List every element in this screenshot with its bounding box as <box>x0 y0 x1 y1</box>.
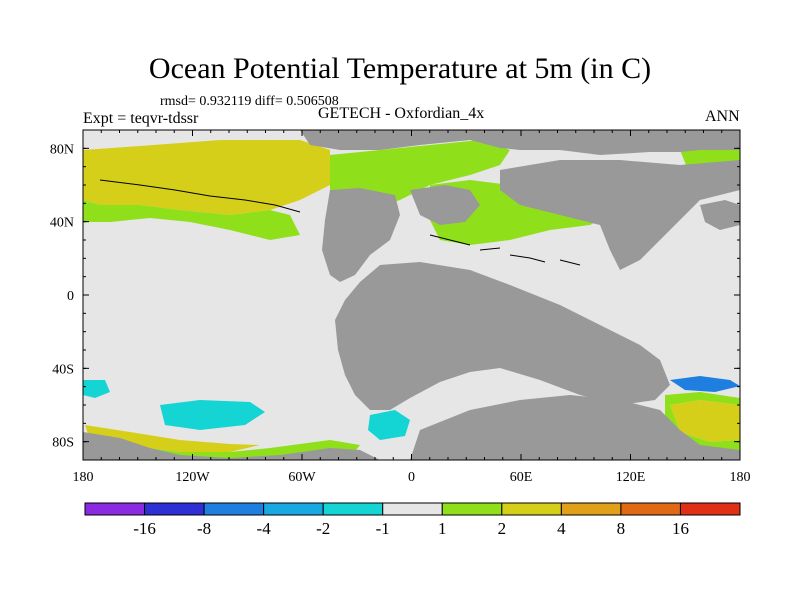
colorbar-label: -8 <box>197 519 211 538</box>
colorbar-swatch <box>84 502 146 516</box>
anomaly-patch-southeast-yellow <box>670 400 740 442</box>
anomaly-patch-north-pacific-green <box>83 200 300 240</box>
land-gondwana <box>335 262 670 410</box>
lat-tick-label: 40N <box>50 216 74 231</box>
land-southwest-antarctica <box>83 432 380 460</box>
lon-tick-label: 120E <box>616 470 646 485</box>
colorbar-label: 4 <box>557 519 566 538</box>
colorbar-swatch <box>322 502 384 516</box>
anomaly-patch-south-cyan <box>368 410 410 440</box>
anomaly-patch-north-pacific-yellow <box>83 140 330 215</box>
colorbar-label: 16 <box>672 519 689 538</box>
colorbar-swatch <box>560 502 622 516</box>
land-europe <box>410 185 480 225</box>
land-north-arctic <box>300 130 740 155</box>
colorbar-label: 1 <box>438 519 447 538</box>
colorbar-label: -16 <box>133 519 156 538</box>
colorbar-label: 2 <box>498 519 507 538</box>
latitude-axis: 80N 40N 0 40S 80S <box>50 129 740 461</box>
land-north-america <box>322 188 400 282</box>
land-east-island <box>700 200 740 230</box>
lon-tick-label: 0 <box>408 470 415 485</box>
season-label: ANN <box>705 108 740 125</box>
anomaly-patch-southwest-cyan <box>83 380 110 398</box>
colorbar-swatch <box>441 502 503 516</box>
anomaly-patch-south-pacific-cyan <box>160 400 265 430</box>
lon-tick-label: 60W <box>288 470 316 485</box>
coastline-tethys-islands <box>429 234 581 266</box>
colorbar-swatch <box>144 502 205 516</box>
colorbar-label: -2 <box>316 519 330 538</box>
colorbar-swatch <box>382 502 443 516</box>
stats-text: rmsd= 0.932119 diff= 0.506508 <box>160 94 339 109</box>
lat-tick-label: 0 <box>67 289 74 304</box>
lat-tick-label: 40S <box>52 362 74 377</box>
map-area <box>83 130 740 460</box>
lat-tick-label: 80N <box>50 142 74 157</box>
anomaly-patch-north-atlantic-green <box>330 140 510 255</box>
colorbar-label: 8 <box>617 519 626 538</box>
colorbar-label: -1 <box>376 519 390 538</box>
colorbar-label: -4 <box>257 519 272 538</box>
coastline-north-pacific <box>99 179 301 213</box>
colorbar-swatch <box>501 502 562 516</box>
anomaly-patch-southeast-blue <box>670 376 740 392</box>
lon-tick-label: 120W <box>175 470 210 485</box>
longitude-axis: 180 120W 60W 0 60E 120E 180 <box>73 130 751 485</box>
land-antarctica <box>410 395 740 460</box>
model-label: GETECH - Oxfordian_4x <box>318 105 485 122</box>
colorbar: -16 -8 -4 -2 -1 1 2 4 8 16 <box>84 502 741 538</box>
colorbar-swatch <box>620 502 681 516</box>
experiment-label: Expt = teqvr-tdssr <box>83 110 199 127</box>
colorbar-swatch <box>263 502 324 516</box>
lat-tick-label: 80S <box>52 436 74 451</box>
colorbar-swatch <box>203 502 265 516</box>
land-asia <box>500 160 740 270</box>
lon-tick-label: 60E <box>510 470 533 485</box>
lon-tick-label: 180 <box>73 470 94 485</box>
colorbar-swatch <box>679 502 741 516</box>
figure-title: Ocean Potential Temperature at 5m (in C) <box>148 52 652 85</box>
lon-tick-label: 180 <box>730 470 751 485</box>
